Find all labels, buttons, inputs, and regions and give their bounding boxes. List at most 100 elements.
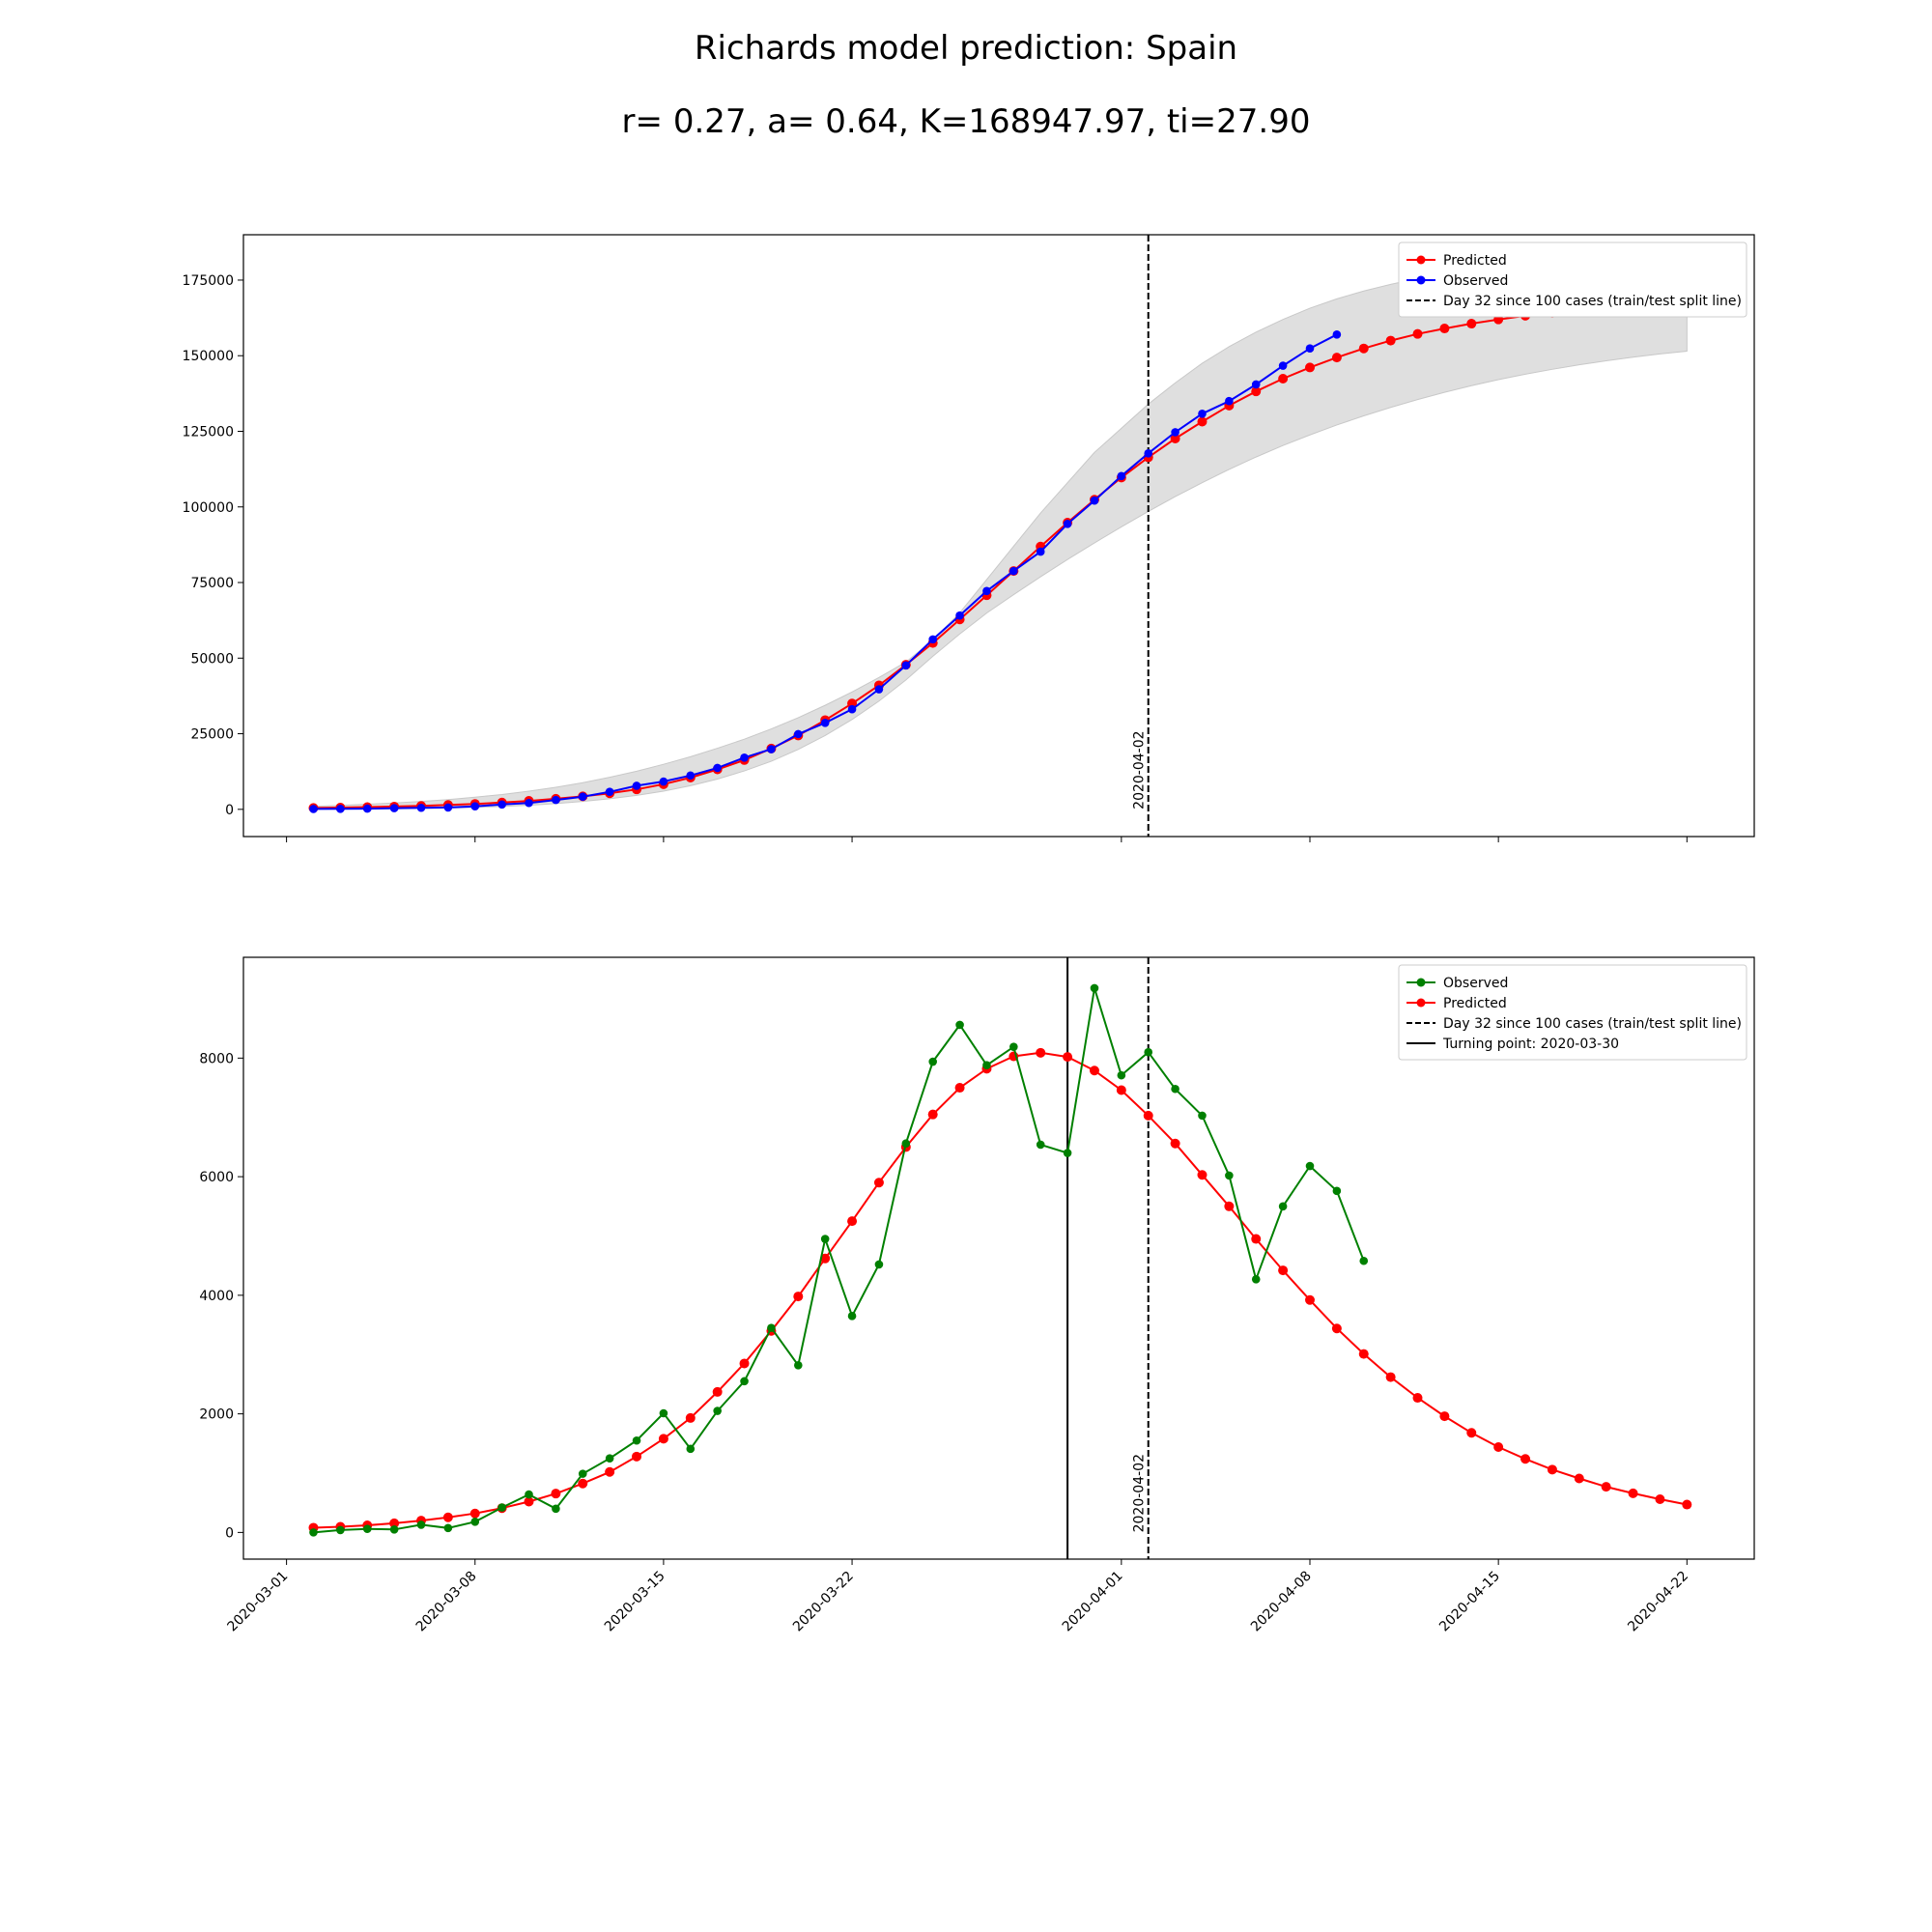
data-point-observed: [389, 1525, 399, 1534]
data-point-observed: [1036, 547, 1045, 556]
data-point-observed: [847, 1312, 857, 1321]
data-point-predicted: [1439, 324, 1450, 334]
data-point-predicted: [1466, 1428, 1477, 1438]
data-point-observed: [1225, 1171, 1234, 1180]
x-tick-label: 2020-04-01: [1060, 1569, 1126, 1635]
data-point-observed: [1009, 1042, 1018, 1051]
data-point-observed: [605, 787, 614, 796]
data-point-predicted: [1385, 335, 1396, 346]
data-point-observed: [874, 1260, 884, 1269]
y-tick-label: 100000: [183, 500, 234, 516]
plot-frame: [242, 956, 1755, 1560]
uncertainty-band: [312, 258, 1688, 810]
data-point-observed: [820, 1235, 830, 1243]
data-point-predicted: [1305, 362, 1315, 373]
y-tick-label: 0: [225, 803, 234, 818]
data-point-observed: [389, 804, 399, 812]
data-point-observed: [982, 1061, 991, 1070]
data-point-observed: [928, 1057, 937, 1066]
data-point-observed: [525, 798, 533, 808]
data-point-predicted: [469, 1508, 480, 1519]
legend-entry-label: Day 32 since 100 cases (train/test split…: [1443, 294, 1742, 309]
chart-title: Richards model prediction: Spain: [694, 29, 1238, 68]
data-point-observed: [713, 1406, 722, 1415]
data-point-observed: [1278, 1202, 1288, 1211]
data-point-predicted: [927, 1109, 938, 1120]
data-point-observed: [309, 805, 318, 813]
legend-entry-label: Predicted: [1443, 996, 1507, 1011]
data-point-observed: [928, 635, 937, 644]
data-point-predicted: [1574, 1473, 1584, 1484]
data-point-predicted: [1063, 1052, 1073, 1063]
data-point-observed: [901, 1139, 911, 1149]
data-point-observed: [336, 1525, 345, 1535]
data-point-observed: [336, 805, 345, 813]
legend-entry-label: Predicted: [1443, 253, 1507, 269]
data-point-observed: [552, 1504, 560, 1514]
x-tick-label: 2020-04-15: [1436, 1569, 1503, 1635]
data-point-predicted: [712, 1386, 723, 1397]
legend-box: [1398, 242, 1747, 318]
series-line-predicted: [313, 1051, 1688, 1529]
data-point-observed: [525, 1490, 533, 1499]
data-point-observed: [632, 1435, 641, 1445]
data-point-observed: [497, 1503, 506, 1512]
data-point-observed: [1171, 1084, 1179, 1094]
data-point-observed: [1144, 1047, 1153, 1057]
data-point-predicted: [1197, 1170, 1208, 1180]
data-point-observed: [1063, 519, 1072, 528]
plot-frame: [242, 234, 1755, 838]
data-point-observed: [1117, 1070, 1126, 1080]
legend-entry-label: Observed: [1443, 976, 1508, 991]
legend-entry-label: Day 32 since 100 cases (train/test split…: [1443, 1016, 1742, 1032]
data-point-observed: [820, 718, 830, 727]
data-point-observed: [767, 745, 776, 753]
data-point-observed: [362, 804, 372, 813]
legend-box: [1398, 964, 1747, 1061]
data-point-predicted: [524, 1496, 534, 1507]
chart-subtitle: r= 0.27, a= 0.64, K=168947.97, ti=27.90: [621, 102, 1311, 141]
data-point-observed: [982, 586, 991, 596]
data-point-predicted: [873, 1178, 884, 1188]
data-point-observed: [1251, 380, 1261, 389]
data-point-predicted: [1412, 328, 1423, 339]
data-point-observed: [874, 685, 884, 694]
data-point-observed: [1009, 566, 1018, 576]
data-point-observed: [1305, 1161, 1315, 1171]
data-point-predicted: [954, 1083, 965, 1094]
data-point-predicted: [739, 1358, 750, 1369]
data-point-predicted: [1412, 1393, 1423, 1404]
data-point-predicted: [685, 1412, 696, 1423]
data-point-predicted: [1278, 1265, 1289, 1276]
data-point-observed: [578, 1469, 587, 1478]
y-tick-label: 8000: [199, 1051, 234, 1066]
data-point-observed: [740, 753, 749, 762]
data-point-observed: [632, 781, 641, 790]
data-point-observed: [416, 1520, 426, 1529]
data-point-observed: [578, 792, 587, 801]
data-point-predicted: [1331, 353, 1342, 363]
data-point-observed: [1359, 1256, 1369, 1265]
y-tick-label: 4000: [199, 1289, 234, 1304]
data-point-observed: [470, 1518, 480, 1526]
data-point-predicted: [578, 1478, 588, 1489]
y-tick-label: 50000: [190, 651, 234, 667]
data-point-observed: [362, 1524, 372, 1533]
data-point-predicted: [1251, 1234, 1262, 1244]
legend-entry-label: Turning point: 2020-03-30: [1442, 1037, 1619, 1052]
data-point-predicted: [658, 1434, 668, 1444]
data-point-observed: [686, 1444, 696, 1454]
x-tick-label: 2020-04-08: [1248, 1569, 1315, 1635]
top-panel-cumulative: 2020-04-02 0 25000 50000 75000 100000 125000 15…: [183, 234, 1755, 842]
y-tick-label: 150000: [183, 349, 234, 364]
data-point-predicted: [1197, 416, 1208, 427]
data-point-predicted: [1439, 1411, 1450, 1422]
data-point-observed: [1278, 361, 1288, 370]
data-point-predicted: [793, 1292, 804, 1302]
data-point-observed: [794, 729, 803, 739]
data-point-observed: [1117, 471, 1126, 481]
series-line-predicted: [313, 302, 1688, 810]
data-point-predicted: [1385, 1372, 1396, 1382]
data-point-observed: [659, 1408, 668, 1418]
data-point-predicted: [1493, 1441, 1504, 1452]
